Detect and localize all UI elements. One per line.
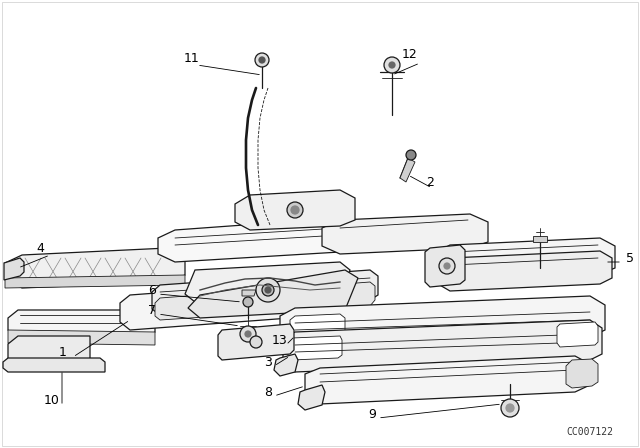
Polygon shape [242, 290, 256, 296]
Circle shape [250, 336, 262, 348]
Circle shape [240, 326, 256, 342]
Circle shape [506, 404, 514, 412]
Text: 13: 13 [272, 333, 288, 346]
Polygon shape [290, 314, 345, 338]
Circle shape [384, 57, 400, 73]
Polygon shape [400, 158, 415, 182]
Polygon shape [298, 385, 325, 410]
Text: 11: 11 [184, 52, 200, 65]
Polygon shape [425, 245, 465, 287]
Polygon shape [185, 262, 350, 302]
Polygon shape [533, 236, 547, 242]
Polygon shape [283, 320, 602, 372]
Text: 12: 12 [402, 47, 418, 60]
Polygon shape [288, 336, 342, 360]
Text: 6: 6 [148, 284, 156, 297]
Text: 9: 9 [368, 409, 376, 422]
Circle shape [389, 62, 395, 68]
Polygon shape [8, 330, 155, 345]
Polygon shape [274, 354, 298, 376]
Polygon shape [322, 214, 488, 254]
Polygon shape [218, 324, 294, 360]
Polygon shape [5, 248, 185, 288]
Text: 5: 5 [626, 251, 634, 264]
Polygon shape [152, 270, 378, 315]
Circle shape [406, 150, 416, 160]
Circle shape [501, 399, 519, 417]
Polygon shape [8, 336, 90, 368]
Polygon shape [8, 310, 155, 338]
Polygon shape [438, 251, 612, 291]
Polygon shape [557, 322, 598, 347]
Circle shape [262, 284, 274, 296]
Polygon shape [120, 280, 340, 330]
Text: 7: 7 [148, 303, 156, 316]
Polygon shape [3, 358, 105, 372]
Circle shape [255, 53, 269, 67]
Polygon shape [4, 258, 24, 280]
Text: 2: 2 [426, 177, 434, 190]
Circle shape [259, 57, 265, 63]
Polygon shape [435, 238, 615, 280]
Polygon shape [235, 190, 355, 230]
Text: CC007122: CC007122 [566, 427, 614, 437]
Circle shape [243, 297, 253, 307]
Text: 4: 4 [36, 241, 44, 254]
Circle shape [265, 287, 271, 293]
Polygon shape [305, 356, 590, 404]
Circle shape [439, 258, 455, 274]
Polygon shape [155, 282, 375, 320]
Circle shape [287, 202, 303, 218]
Text: 3: 3 [264, 356, 272, 369]
Circle shape [291, 206, 299, 214]
Polygon shape [188, 270, 358, 318]
Text: 8: 8 [264, 387, 272, 400]
Circle shape [444, 263, 450, 269]
Polygon shape [280, 296, 605, 348]
Text: 10: 10 [44, 393, 60, 406]
Polygon shape [5, 275, 185, 288]
Polygon shape [566, 359, 598, 388]
Polygon shape [158, 218, 358, 262]
Circle shape [245, 331, 251, 337]
Circle shape [256, 278, 280, 302]
Text: 1: 1 [59, 346, 67, 359]
